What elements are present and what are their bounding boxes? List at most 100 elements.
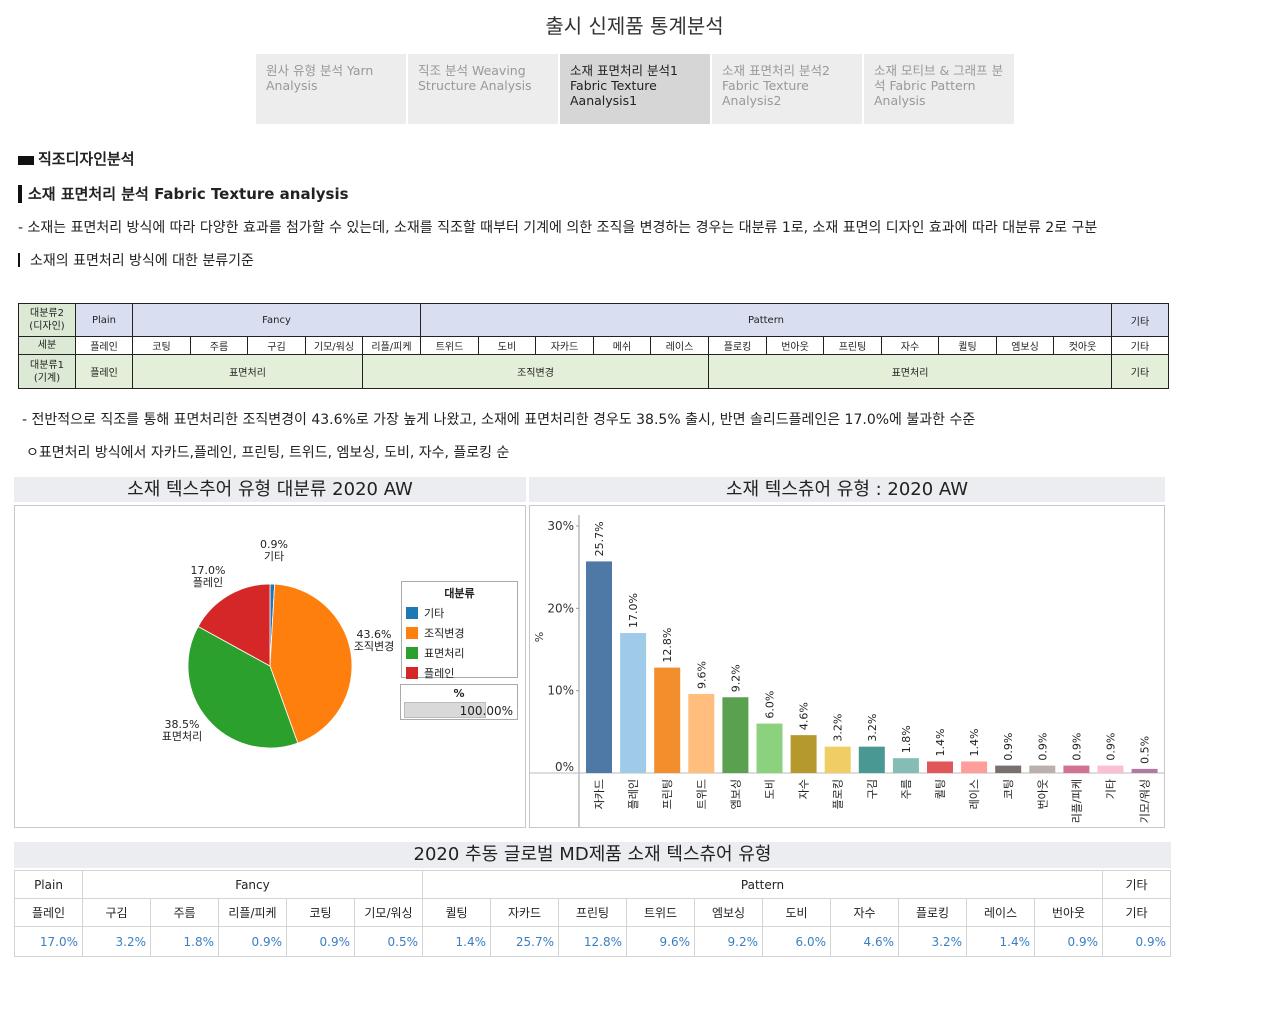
order-text: ㅇ표면처리 방식에서 자카드,플레인, 프린팅, 트위드, 엠보싱, 도비, 자… [26, 445, 510, 461]
bar-value-label: 3.2% [832, 714, 845, 742]
legend-label: 조직변경 [424, 627, 465, 640]
section-heading: 직조디자인분석 [18, 148, 135, 169]
bar-value-label: 0.5% [1139, 736, 1152, 764]
bar-value-label: 1.4% [968, 729, 981, 757]
legend-item-surface[interactable]: 표면처리 [406, 645, 517, 661]
bar[interactable] [927, 761, 953, 773]
group-header-cell: Plain [14, 870, 83, 899]
value-cell: 12.8% [558, 926, 627, 957]
x-tick-label: 자수 [798, 779, 811, 799]
item-header-cell: 퀼팅 [422, 898, 491, 927]
pie-value-label: 38.5% [165, 718, 200, 731]
legend-label: 플레인 [424, 667, 455, 680]
y-tick-label: 30% [547, 519, 574, 533]
bar[interactable] [1063, 765, 1090, 773]
legend-item-etc[interactable]: 기타 [406, 605, 517, 621]
bar-value-label: 1.4% [934, 729, 947, 757]
value-cell: 1.4% [966, 926, 1035, 957]
value-cell: 1.8% [150, 926, 219, 957]
bar[interactable] [1097, 765, 1124, 773]
y-tick-label: 10% [547, 684, 574, 698]
subcategory-cell: 레이스 [650, 336, 709, 355]
bar[interactable] [620, 633, 647, 773]
category-cell: 표면처리 [708, 354, 1112, 389]
legend-item-weave[interactable]: 조직변경 [406, 625, 517, 641]
item-header-cell: 주름 [150, 898, 219, 927]
item-header-cell: 자카드 [490, 898, 559, 927]
pie-slice[interactable] [187, 625, 299, 749]
subcategory-cell: 메쉬 [593, 336, 651, 355]
subcategory-cell: 트위드 [420, 336, 479, 355]
bar[interactable] [586, 561, 612, 773]
category-cell: Fancy [132, 303, 421, 337]
page-title: 출시 신제품 통계분석 [545, 14, 724, 38]
y-axis-label: % [533, 632, 546, 642]
global-table-title: 2020 추동 글로벌 MD제품 소재 텍스츄어 유형 [14, 842, 1171, 868]
bar-value-label: 6.0% [764, 691, 777, 719]
bar-value-label: 9.6% [695, 661, 708, 689]
bar[interactable] [654, 667, 681, 773]
tab-yarn-analysis[interactable]: 원사 유형 분석 Yarn Analysis [256, 54, 406, 124]
item-header-cell: 구김 [82, 898, 151, 927]
bar-value-label: 25.7% [593, 521, 606, 556]
bar[interactable] [688, 693, 715, 773]
row-header-cell: 대분류1 (기계) [18, 354, 76, 389]
subcategory-cell: 구김 [247, 336, 306, 355]
category-cell: 기타 [1111, 354, 1169, 389]
tab-weaving-analysis[interactable]: 직조 분석 Weaving Structure Analysis [408, 54, 558, 124]
bar[interactable] [858, 746, 885, 773]
x-tick-label: 기모/워싱 [1139, 779, 1152, 823]
subcategory-cell: 도비 [478, 336, 536, 355]
item-header-cell: 번아웃 [1034, 898, 1103, 927]
bar[interactable] [961, 761, 988, 773]
category-cell: Pattern [420, 303, 1112, 337]
tab-texture-analysis-1[interactable]: 소재 표면처리 분석1 Fabric Texture Aanalysis1 [560, 54, 710, 124]
classification-table: 대분류2 (디자인) Plain Fancy Pattern 기타 세분 플레인 코팅 주름 구… [18, 303, 1169, 389]
x-tick-label: 번아웃 [1036, 779, 1049, 809]
pie-slice[interactable] [197, 583, 271, 667]
bar-bullet-icon [18, 184, 22, 203]
bar[interactable] [892, 758, 919, 773]
pie-value-label: 43.6% [357, 628, 392, 641]
pie-value-label: 0.9% [260, 538, 288, 551]
bar[interactable] [756, 723, 783, 773]
x-tick-label: 엠보싱 [729, 779, 742, 809]
bar[interactable] [824, 746, 851, 773]
subcategory-cell: 자카드 [535, 336, 594, 355]
percent-filter-value: 100.00% [459, 704, 513, 718]
group-header-cell: 기타 [1102, 870, 1171, 899]
item-header-cell: 도비 [762, 898, 831, 927]
bar-value-label: 17.0% [627, 593, 640, 628]
y-tick-label: 20% [547, 601, 574, 615]
percent-slider-bar[interactable] [404, 702, 486, 718]
legend-label: 표면처리 [424, 647, 465, 660]
bar[interactable] [995, 765, 1022, 773]
x-tick-label: 퀼팅 [934, 779, 947, 799]
legend-item-plain[interactable]: 플레인 [406, 665, 517, 681]
category-cell: 플레인 [75, 354, 133, 389]
bar-value-label: 4.6% [798, 702, 811, 730]
pie-category-label: 조직변경 [354, 640, 394, 653]
bar[interactable] [722, 697, 749, 773]
tab-texture-analysis-2[interactable]: 소재 표면처리 분석2 Fabric Texture Analysis2 [712, 54, 862, 124]
percent-filter[interactable]: % 100.00% [400, 684, 518, 720]
section-heading-text: 직조디자인분석 [38, 150, 135, 168]
pie-category-label: 기타 [264, 550, 284, 563]
subcategory-cell: 주름 [190, 336, 248, 355]
item-header-cell: 리플/피케 [218, 898, 287, 927]
bar[interactable] [1029, 765, 1056, 773]
subcategory-cell: 프린팅 [823, 336, 882, 355]
percent-filter-title: % [453, 687, 465, 700]
legend-swatch [406, 667, 418, 679]
bar-value-label: 0.9% [1002, 733, 1015, 761]
description-text: - 소재는 표면처리 방식에 따라 다양한 효과를 첨가할 수 있는데, 소재를… [18, 220, 1098, 236]
tab-pattern-analysis[interactable]: 소재 모티브 & 그래프 분석 Fabric Pattern Analysis [864, 54, 1014, 124]
value-cell: 25.7% [490, 926, 559, 957]
subcategory-cell: 엠보싱 [996, 336, 1054, 355]
bar-value-label: 12.8% [661, 628, 674, 663]
pie-chart: 0.9%기타 43.6%조직변경 38.5%표면처리 17.0%플레인 [162, 538, 394, 749]
bar-value-label: 0.9% [1105, 733, 1118, 761]
bar[interactable] [1131, 768, 1158, 773]
bar[interactable] [790, 735, 817, 773]
pie-slice[interactable] [269, 583, 353, 744]
